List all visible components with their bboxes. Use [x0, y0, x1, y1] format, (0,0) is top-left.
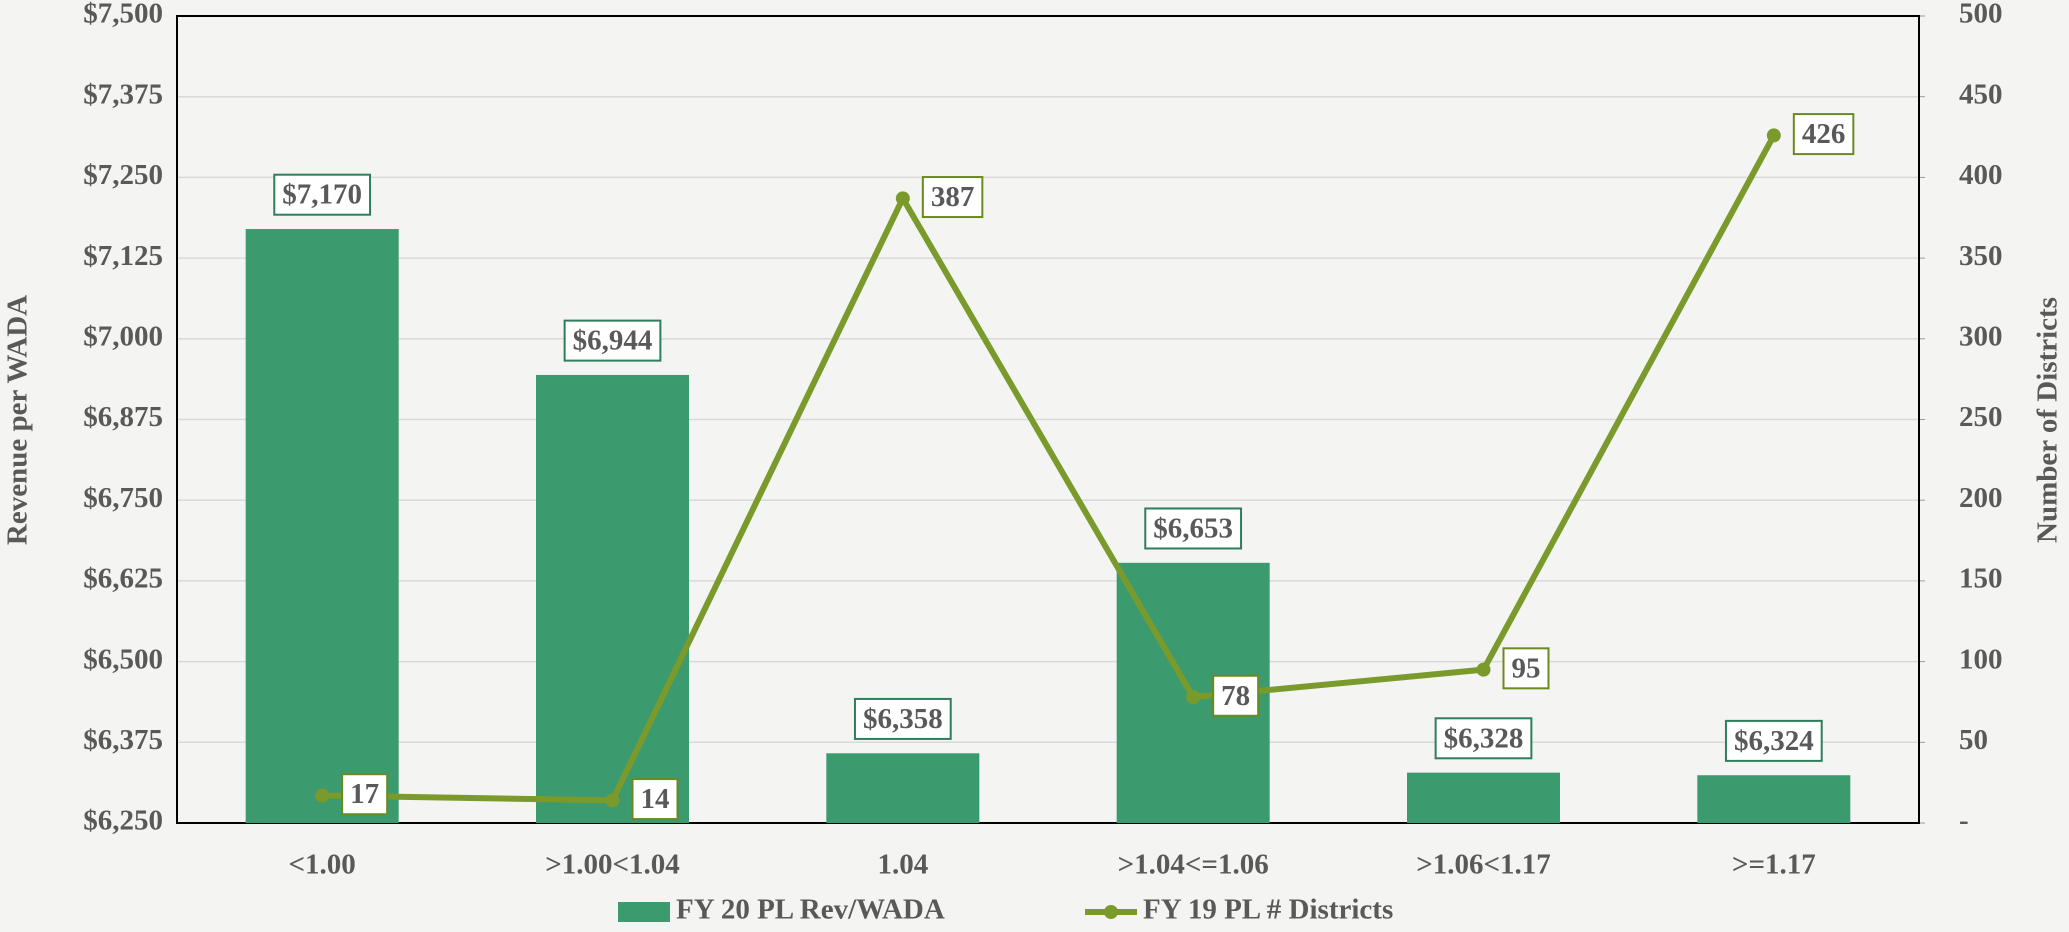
data-label: $7,170 [282, 179, 362, 211]
y-axis-title: Revenue per WADA [2, 295, 34, 545]
x-tick-label: 1.04 [877, 849, 928, 881]
line-point [895, 191, 910, 206]
x-tick-label: >1.04<=1.06 [1118, 849, 1269, 881]
data-label: 387 [931, 181, 975, 213]
data-label: 95 [1512, 652, 1541, 684]
legend-swatch [618, 902, 670, 922]
y-tick-label: $6,750 [83, 482, 163, 514]
data-label: 426 [1802, 118, 1846, 150]
y-tick-label: $6,875 [83, 401, 163, 433]
legend-label: FY 19 PL # Districts [1143, 894, 1393, 926]
data-label-box [1212, 674, 1260, 717]
data-label-box [1434, 717, 1533, 760]
y2-tick-label: 100 [1959, 643, 2003, 675]
y2-tick-label: 200 [1959, 482, 2003, 514]
bar [1697, 775, 1851, 823]
data-label-box [273, 173, 372, 216]
y-tick-label: $7,250 [83, 159, 163, 191]
x-tick-label: >1.00<1.04 [545, 849, 680, 881]
data-label: $6,944 [573, 325, 653, 357]
x-tick-label: >=1.17 [1732, 849, 1816, 881]
y2-tick-label: 150 [1959, 563, 2003, 595]
data-label: 78 [1221, 680, 1250, 712]
data-label-box [853, 697, 952, 740]
y2-tick-label: - [1959, 805, 1969, 837]
y2-tick-label: 400 [1959, 159, 2003, 191]
y-tick-label: $7,375 [83, 78, 163, 110]
y2-tick-label: 50 [1959, 724, 1988, 756]
y-tick-label: $7,000 [83, 320, 163, 352]
bar [1406, 772, 1561, 823]
data-label: $6,653 [1153, 512, 1233, 544]
y2-tick-label: 250 [1959, 401, 2003, 433]
x-tick-label: <1.00 [289, 849, 356, 881]
y-tick-label: $6,625 [83, 563, 163, 595]
legend-swatch-point [1104, 905, 1118, 919]
y2-tick-label: 450 [1959, 78, 2003, 110]
data-label: 17 [350, 778, 379, 810]
bar [535, 374, 690, 823]
y2-tick-label: 350 [1959, 240, 2003, 272]
y-tick-label: $7,500 [83, 0, 163, 30]
line-point [1186, 690, 1201, 705]
data-label-box [1724, 719, 1823, 762]
data-label-box [1144, 507, 1243, 550]
data-label-box [921, 176, 984, 219]
y-tick-label: $7,125 [83, 240, 163, 272]
bar [245, 229, 399, 824]
data-label-box [631, 778, 679, 821]
y-tick-label: $6,250 [83, 805, 163, 837]
line-point [315, 788, 330, 803]
plot-frame [176, 15, 1920, 824]
line-point [1766, 128, 1781, 143]
data-label-box [1502, 647, 1550, 690]
data-label: 14 [641, 783, 670, 815]
y2-tick-label: 300 [1959, 320, 2003, 352]
bar [826, 753, 980, 823]
data-label: $6,324 [1734, 725, 1814, 757]
line [322, 134, 1777, 804]
x-tick-label: >1.06<1.17 [1416, 849, 1551, 881]
line-point [1476, 662, 1491, 677]
data-label-box [563, 319, 662, 362]
data-label: $6,328 [1444, 722, 1524, 754]
legend-label: FY 20 PL Rev/WADA [676, 894, 945, 926]
data-label-box [1792, 113, 1855, 156]
data-label-box [341, 773, 389, 816]
y-tick-label: $6,375 [83, 724, 163, 756]
y-tick-label: $6,500 [83, 643, 163, 675]
line-point [605, 793, 620, 808]
y2-axis-title: Number of Districts [2032, 297, 2064, 543]
y2-tick-label: 500 [1959, 0, 2003, 30]
data-label: $6,358 [863, 703, 943, 735]
